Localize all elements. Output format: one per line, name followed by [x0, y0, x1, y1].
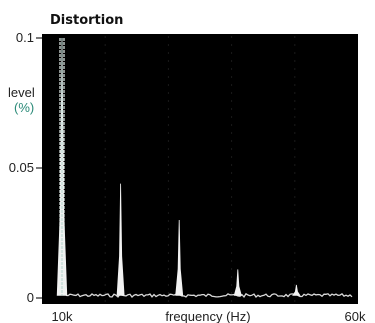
y-axis-label: level — [8, 85, 35, 100]
x-tick-label: 60k — [345, 309, 366, 323]
y-tick-label: 0.1 — [16, 30, 34, 45]
chart-title: Distortion — [50, 13, 123, 28]
x-tick-label: 10k — [52, 309, 73, 323]
y-tick-label: 0.05 — [9, 160, 34, 175]
plot-area — [42, 34, 358, 304]
x-axis-label: frequency (Hz) — [165, 309, 250, 323]
y-tick-label: 0 — [27, 290, 34, 305]
y-axis-unit-label: (%) — [14, 100, 34, 115]
